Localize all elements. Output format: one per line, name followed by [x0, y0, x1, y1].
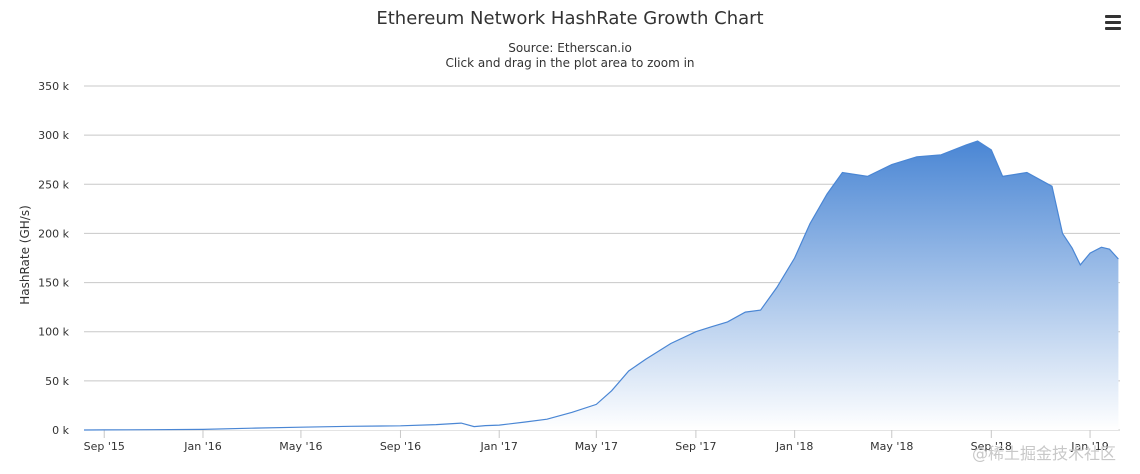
x-axis: Sep '15 Jan '16 May '16 Sep '16 Jan '17 May '…: [84, 430, 1109, 453]
x-tick-label: Jan '16: [183, 440, 221, 453]
chart-subtitle-source: Source: Etherscan.io: [508, 41, 632, 55]
data-point[interactable]: [840, 171, 844, 175]
data-point[interactable]: [545, 417, 549, 421]
data-point[interactable]: [1050, 184, 1054, 188]
x-tick-label: Sep '16: [380, 440, 421, 453]
data-point[interactable]: [808, 222, 812, 226]
data-point[interactable]: [1078, 263, 1082, 267]
data-point[interactable]: [472, 425, 476, 429]
data-point[interactable]: [348, 424, 352, 428]
x-tick-label: Jan '17: [479, 440, 517, 453]
data-point[interactable]: [939, 153, 943, 157]
data-point[interactable]: [989, 148, 993, 152]
watermark-text: @稀土掘金技术社区: [972, 444, 1117, 463]
data-point[interactable]: [610, 389, 614, 393]
menu-bar-bottom: [1105, 27, 1121, 30]
x-tick-label: May '18: [870, 440, 913, 453]
data-point[interactable]: [743, 310, 747, 314]
y-tick-label: 350 k: [38, 80, 69, 93]
y-axis: 0 k 50 k 100 k 150 k 200 k 250 k 300 k 350 k: [38, 80, 69, 437]
data-point[interactable]: [890, 163, 894, 167]
data-point[interactable]: [1061, 231, 1065, 235]
series-area[interactable]: [82, 139, 1120, 432]
data-point[interactable]: [759, 308, 763, 312]
x-tick-label: May '16: [279, 440, 322, 453]
data-point[interactable]: [976, 139, 980, 143]
data-point[interactable]: [1108, 247, 1112, 251]
data-point[interactable]: [726, 320, 730, 324]
data-point[interactable]: [793, 256, 797, 260]
data-point[interactable]: [627, 369, 631, 373]
series-line[interactable]: [83, 140, 1119, 431]
x-tick-label: May '17: [575, 440, 618, 453]
chart-title: Ethereum Network HashRate Growth Chart: [376, 8, 763, 29]
x-tick-label: Sep '18: [971, 440, 1012, 453]
data-point[interactable]: [866, 174, 870, 178]
series-area-fill[interactable]: [84, 141, 1119, 430]
data-point[interactable]: [459, 421, 463, 425]
data-point[interactable]: [522, 420, 526, 424]
data-point[interactable]: [1001, 174, 1005, 178]
y-tick-label: 250 k: [38, 178, 69, 191]
data-point[interactable]: [825, 192, 829, 196]
y-tick-label: 300 k: [38, 129, 69, 142]
data-point[interactable]: [201, 427, 205, 431]
data-point[interactable]: [434, 423, 438, 427]
data-point[interactable]: [152, 428, 156, 432]
data-point[interactable]: [694, 330, 698, 334]
data-point[interactable]: [1116, 257, 1120, 261]
data-point[interactable]: [669, 342, 673, 346]
data-point[interactable]: [1070, 246, 1074, 250]
grid-lines: [84, 85, 1120, 431]
menu-bar-top: [1105, 15, 1121, 18]
data-point[interactable]: [82, 428, 86, 432]
x-tick-label: Jan '19: [1070, 440, 1108, 453]
data-point[interactable]: [299, 425, 303, 429]
y-tick-label: 150 k: [38, 277, 69, 290]
data-point[interactable]: [497, 423, 501, 427]
data-point[interactable]: [709, 325, 713, 329]
chart-subtitle-zoom-hint: Click and drag in the plot area to zoom …: [445, 56, 694, 70]
data-point[interactable]: [1088, 251, 1092, 255]
data-point[interactable]: [250, 426, 254, 430]
data-point[interactable]: [483, 424, 487, 428]
data-point[interactable]: [102, 428, 106, 432]
hamburger-menu-icon[interactable]: [1102, 10, 1126, 34]
data-point[interactable]: [399, 424, 403, 428]
data-point[interactable]: [775, 286, 779, 290]
y-axis-title: HashRate (GH/s): [18, 205, 32, 305]
x-tick-label: Jan '18: [775, 440, 813, 453]
data-point[interactable]: [1025, 171, 1029, 175]
y-tick-label: 200 k: [38, 227, 69, 240]
data-point[interactable]: [594, 402, 598, 406]
y-tick-label: 0 k: [52, 424, 69, 437]
y-tick-label: 50 k: [45, 375, 69, 388]
menu-bar-middle: [1105, 21, 1121, 24]
data-point[interactable]: [1099, 245, 1103, 249]
data-point[interactable]: [964, 143, 968, 147]
data-point[interactable]: [644, 357, 648, 361]
data-point[interactable]: [915, 155, 919, 159]
x-tick-label: Sep '17: [675, 440, 716, 453]
x-tick-label: Sep '15: [84, 440, 125, 453]
data-point[interactable]: [570, 410, 574, 414]
y-tick-label: 100 k: [38, 326, 69, 339]
